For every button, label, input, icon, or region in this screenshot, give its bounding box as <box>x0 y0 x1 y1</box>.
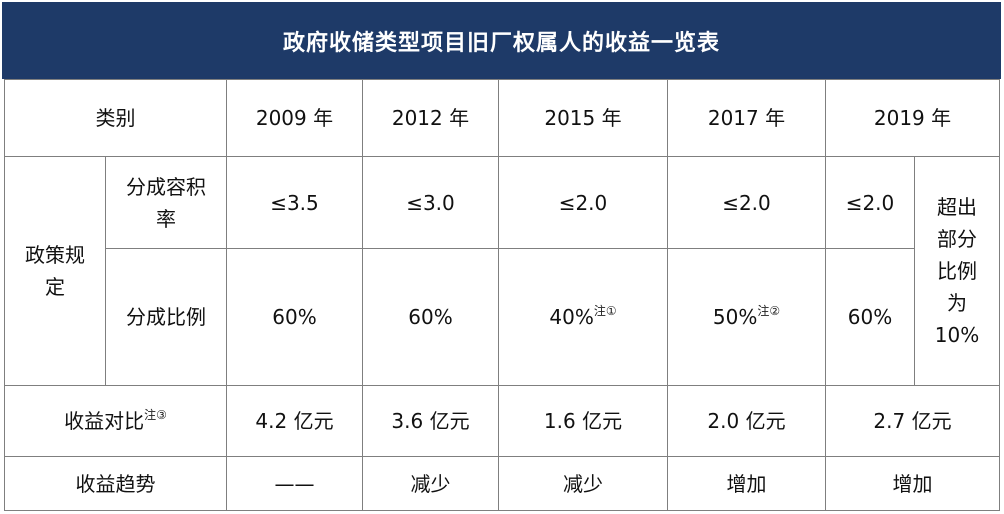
footnote-marker: 注② <box>757 304 781 318</box>
footnote-marker: 注③ <box>144 408 167 422</box>
trend-value-2017: 增加 <box>667 456 826 511</box>
far-label: 分成容积率 <box>105 156 227 249</box>
footnote-marker: 注① <box>593 304 617 318</box>
income-value-2019: 2.7 亿元 <box>824 385 1001 457</box>
trend-label: 收益趋势 <box>4 456 227 511</box>
header-category: 类别 <box>4 79 227 157</box>
income-label: 收益对比 <box>64 409 145 433</box>
income-table: 类别 2009 年 2012 年 2015 年 2017 年 2019 年 政策… <box>4 79 1001 511</box>
ratio-value-2012: 60% <box>362 248 499 386</box>
ratio-value: 60% <box>847 305 893 329</box>
income-row: 收益对比注③ 4.2 亿元 3.6 亿元 1.6 亿元 2.0 亿元 2.7 亿… <box>4 385 1001 457</box>
far-value-2012: ≤3.0 <box>362 156 499 249</box>
ratio-value-2019: 60% <box>825 248 915 386</box>
table-title: 政府收储类型项目旧厂权属人的收益一览表 <box>2 2 1001 79</box>
ratio-label: 分成比例 <box>105 248 227 386</box>
header-year-2009: 2009 年 <box>226 79 363 157</box>
header-year-2019: 2019 年 <box>824 79 1001 157</box>
trend-value-2012: 减少 <box>362 456 499 511</box>
far-value-2019: ≤2.0 <box>825 156 915 249</box>
income-value-2012: 3.6 亿元 <box>362 385 499 457</box>
ratio-value: 40% <box>549 305 594 329</box>
excess-ratio-note: 超出部分比例为10% <box>913 156 1001 386</box>
far-value-2017: ≤2.0 <box>667 156 826 249</box>
trend-value-2015: 减少 <box>498 456 668 511</box>
trend-row: 收益趋势 —— 减少 减少 增加 增加 <box>4 456 1001 511</box>
trend-value-2009: —— <box>226 456 363 511</box>
ratio-row: 分成比例 60% 60% 40%注① 50%注② 60% <box>5 248 1000 386</box>
ratio-value: 50% <box>712 305 758 329</box>
header-row: 类别 2009 年 2012 年 2015 年 2017 年 2019 年 <box>4 79 1001 157</box>
ratio-value-2015: 40%注① <box>498 248 668 386</box>
far-value-2009: ≤3.5 <box>226 156 363 249</box>
header-year-2017: 2017 年 <box>667 79 826 157</box>
ratio-value-2009: 60% <box>226 248 363 386</box>
income-value-2009: 4.2 亿元 <box>226 385 363 457</box>
header-year-2012: 2012 年 <box>362 79 499 157</box>
income-label-cell: 收益对比注③ <box>4 385 227 457</box>
income-value-2015: 1.6 亿元 <box>498 385 668 457</box>
far-value-2015: ≤2.0 <box>498 156 668 249</box>
ratio-value: 60% <box>408 305 453 329</box>
ratio-value-2017: 50%注② <box>667 248 826 386</box>
trend-value-2019: 增加 <box>824 456 1001 511</box>
income-value-2017: 2.0 亿元 <box>667 385 826 457</box>
policy-label: 政策规定 <box>4 156 106 386</box>
far-row: 政策规定 分成容积率 ≤3.5 ≤3.0 ≤2.0 ≤2.0 ≤2.0 超出部分… <box>4 156 1001 386</box>
header-year-2015: 2015 年 <box>498 79 668 157</box>
ratio-value: 60% <box>272 305 317 329</box>
